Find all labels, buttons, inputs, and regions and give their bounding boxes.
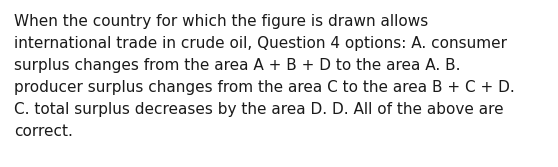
Text: correct.: correct. xyxy=(14,124,73,139)
Text: producer surplus changes from the area C to the area B + C + D.: producer surplus changes from the area C… xyxy=(14,80,514,95)
Text: C. total surplus decreases by the area D. D. All of the above are: C. total surplus decreases by the area D… xyxy=(14,102,504,117)
Text: When the country for which the figure is drawn allows: When the country for which the figure is… xyxy=(14,14,428,29)
Text: surplus changes from the area A + B + D to the area A. B.: surplus changes from the area A + B + D … xyxy=(14,58,460,73)
Text: international trade in crude oil, Question 4 options: A. consumer: international trade in crude oil, Questi… xyxy=(14,36,507,51)
